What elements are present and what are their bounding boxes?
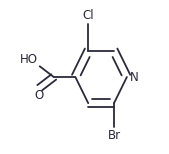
Text: N: N — [130, 71, 139, 83]
Text: O: O — [34, 89, 44, 102]
Text: Cl: Cl — [82, 9, 94, 22]
Text: HO: HO — [20, 53, 38, 66]
Text: Br: Br — [107, 129, 120, 142]
